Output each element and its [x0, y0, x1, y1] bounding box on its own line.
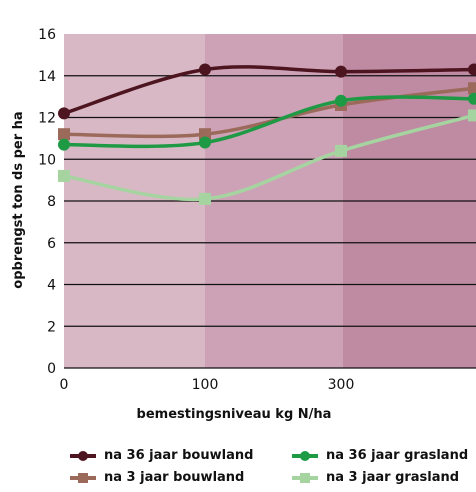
legend-label: na 3 jaar bouwland	[104, 470, 245, 485]
x-tick-label: 100	[192, 377, 219, 393]
data-point	[58, 169, 70, 182]
data-point	[335, 144, 347, 157]
y-tick-label: 10	[38, 152, 56, 168]
data-point	[468, 82, 476, 95]
legend-label: na 36 jaar grasland	[326, 448, 469, 463]
series-3	[58, 109, 476, 205]
x-tick-label: 0	[60, 377, 69, 393]
data-point	[199, 128, 211, 141]
y-tick-label: 2	[47, 319, 56, 335]
data-point	[468, 109, 476, 122]
legend-label: na 36 jaar bouwland	[104, 448, 254, 463]
data-point	[58, 128, 70, 141]
legend-swatch	[70, 450, 96, 461]
legend-marker	[78, 450, 88, 461]
legend-label: na 3 jaar grasland	[326, 470, 460, 485]
y-tick-label: 16	[38, 27, 56, 43]
data-point	[335, 94, 347, 107]
series-line	[63, 95, 475, 149]
legend-marker	[300, 450, 310, 461]
data-point	[199, 63, 211, 76]
legend-swatch	[70, 472, 96, 483]
data-point	[468, 92, 476, 105]
data-point	[468, 63, 476, 76]
y-tick-labels: 0 2 4 6 8 10 12 14 16	[38, 27, 56, 377]
y-tick-label: 0	[47, 361, 56, 377]
legend-marker	[78, 472, 88, 483]
legend-item: na 3 jaar grasland	[292, 470, 459, 485]
y-tick-label: 14	[38, 69, 56, 85]
data-point	[199, 192, 211, 205]
data-point	[199, 136, 211, 149]
legend: na 36 jaar bouwland na 3 jaar bouwland na …	[66, 448, 476, 492]
data-point	[335, 65, 347, 78]
chart-svg: 0 2 4 6 8 10 12 14 16 0 100 300 bemestingsniveau k…	[11, 27, 476, 422]
data-point	[58, 107, 70, 120]
data-point	[58, 138, 70, 151]
x-axis-label: bemestingsniveau kg N/ha	[137, 407, 332, 422]
series-line	[63, 65, 475, 115]
y-tick-label: 8	[47, 194, 56, 210]
y-tick-label: 12	[38, 111, 56, 127]
legend-item: na 36 jaar bouwland	[70, 448, 253, 463]
x-tick-label: 300	[328, 377, 355, 393]
y-tick-label: 6	[47, 236, 56, 252]
legend-swatch	[292, 450, 318, 461]
grid-lines	[64, 75, 476, 369]
legend-item: na 36 jaar grasland	[292, 448, 468, 463]
legend-marker	[300, 472, 310, 483]
legend-item: na 3 jaar bouwland	[70, 470, 244, 485]
x-tick-labels: 0 100 300	[60, 377, 355, 393]
series-2	[58, 92, 476, 151]
legend-swatch	[292, 472, 318, 483]
series-line	[63, 113, 475, 202]
series-group	[58, 63, 476, 205]
series-0	[58, 63, 476, 120]
y-axis-label: opbrengst ton ds per ha	[11, 111, 26, 288]
y-tick-label: 4	[47, 278, 56, 294]
